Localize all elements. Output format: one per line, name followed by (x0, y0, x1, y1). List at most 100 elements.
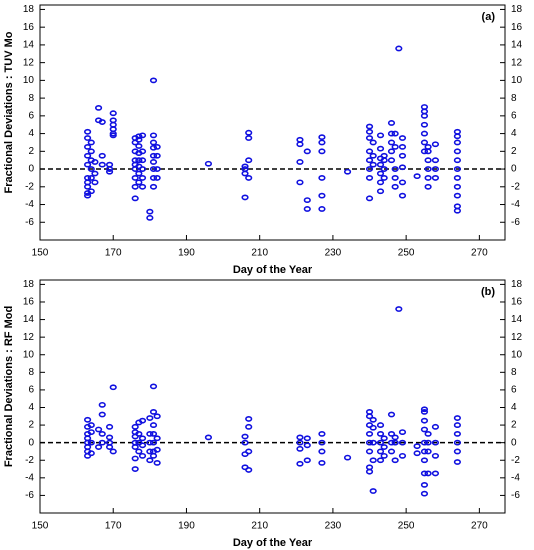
point (318, 430, 326, 437)
point (83, 183, 92, 190)
point (149, 430, 158, 437)
point (241, 163, 249, 170)
plot-frame (39, 279, 506, 514)
point (303, 206, 311, 212)
y2-tick-label: 10 (511, 349, 523, 360)
point (98, 152, 106, 159)
point (94, 444, 103, 450)
y2-tick-label: 10 (511, 75, 523, 86)
point (153, 435, 161, 442)
y-tick-label: 6 (28, 110, 34, 121)
point (83, 416, 92, 423)
y-tick-label: 14 (23, 40, 35, 51)
point (420, 148, 429, 155)
point (131, 466, 139, 472)
point (149, 166, 158, 172)
point (376, 457, 385, 464)
point (135, 143, 143, 149)
point (138, 157, 147, 164)
y2-tick-label: 2 (511, 146, 517, 157)
point (318, 448, 326, 455)
point (453, 183, 462, 190)
point (87, 450, 95, 457)
point (369, 424, 377, 431)
x-tick-label: 270 (471, 521, 488, 532)
point (91, 170, 99, 177)
x-axis-label: Day of the Year (233, 264, 313, 276)
point (380, 152, 388, 159)
point (98, 401, 106, 408)
point (98, 411, 106, 418)
point (391, 175, 399, 181)
point (109, 121, 117, 128)
point (420, 448, 429, 455)
y2-tick-label: -4 (511, 472, 520, 483)
point (453, 157, 462, 164)
point (369, 439, 377, 446)
point (398, 452, 407, 459)
point (453, 415, 462, 421)
x-tick-label: 230 (325, 521, 342, 532)
point (453, 166, 462, 172)
point (453, 459, 462, 465)
point (365, 148, 374, 155)
point (109, 110, 117, 117)
x-tick-label: 150 (32, 248, 49, 259)
point (453, 148, 462, 155)
point (83, 152, 92, 159)
point (391, 166, 399, 172)
point (149, 452, 158, 459)
y-tick-label: -4 (25, 199, 34, 210)
y-tick-label: 0 (28, 437, 34, 448)
panel: -6 -6 -4 -4 -2 -2 0 0 2 2 4 4 6 6 8 8 10 10 12 12 14 14 16 16 18… (3, 279, 523, 549)
point (376, 132, 385, 139)
point (245, 157, 253, 164)
y-tick-label: -2 (25, 455, 34, 466)
point (149, 144, 158, 151)
point (380, 175, 388, 181)
point (241, 439, 249, 446)
point (149, 439, 158, 446)
point (365, 430, 374, 437)
point (296, 445, 304, 452)
y-tick-label: 18 (23, 279, 35, 290)
point (245, 467, 253, 473)
y-axis-label: Fractional Deviations : RF Mod (3, 306, 15, 467)
point (387, 430, 396, 437)
x-tick-label: 250 (398, 248, 415, 259)
point (395, 306, 403, 312)
y2-tick-label: 14 (511, 40, 523, 51)
point (149, 139, 158, 146)
point (146, 430, 154, 437)
point (431, 423, 440, 430)
point (87, 439, 95, 446)
point (245, 175, 253, 181)
y-axis-label: Fractional Deviations : TUV Mo (3, 31, 15, 193)
y2-tick-label: 8 (511, 367, 517, 378)
y2-tick-label: -2 (511, 455, 520, 466)
point (83, 179, 92, 186)
point (153, 175, 161, 181)
point (87, 139, 95, 146)
point (365, 135, 374, 141)
y-tick-label: 2 (28, 420, 34, 431)
point (395, 45, 403, 52)
y-tick-label: 16 (23, 297, 35, 308)
point (105, 444, 114, 450)
point (109, 126, 117, 133)
point (109, 132, 117, 139)
point (365, 468, 374, 475)
point (303, 197, 311, 203)
point (105, 434, 114, 441)
x-tick-label: 210 (251, 521, 268, 532)
point (146, 439, 154, 446)
point (109, 117, 117, 124)
point (398, 429, 407, 436)
point (296, 439, 304, 446)
x-tick-label: 230 (325, 248, 342, 259)
point (83, 135, 92, 141)
point (153, 152, 161, 159)
y2-tick-label: 0 (511, 437, 517, 448)
point (391, 434, 399, 441)
point (398, 192, 407, 199)
